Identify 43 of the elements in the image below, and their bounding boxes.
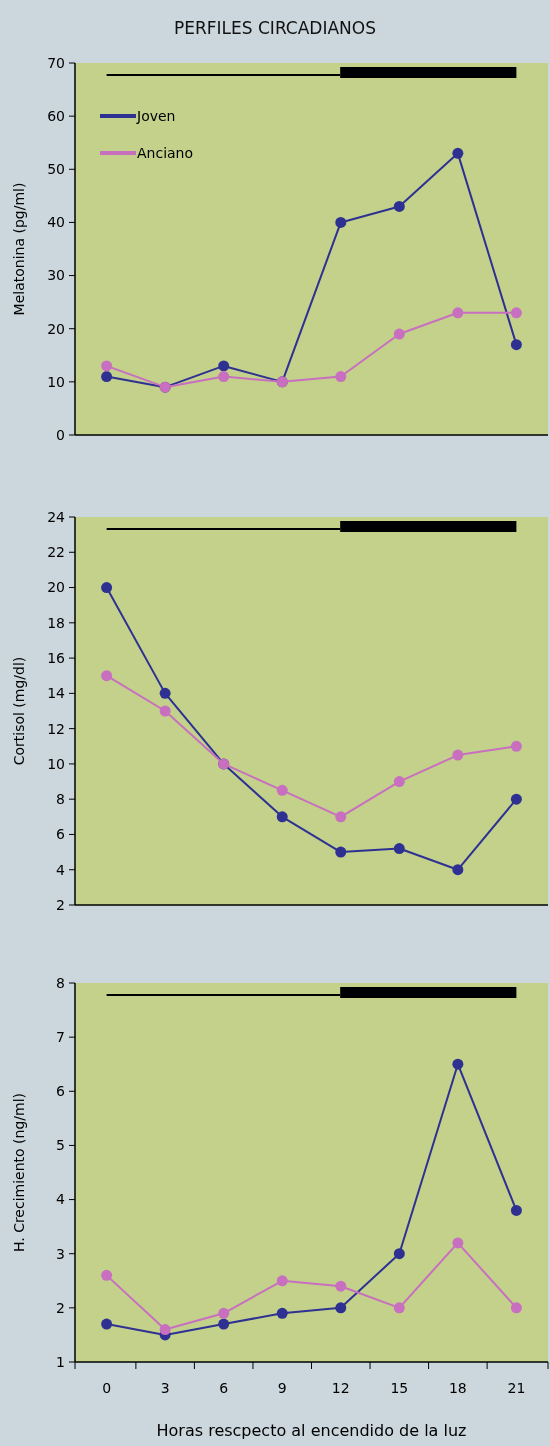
y-tick-label: 70: [47, 54, 65, 71]
y-tick-label: 20: [47, 579, 65, 596]
y-tick-label: 10: [47, 755, 65, 772]
y-tick-label: 60: [47, 108, 65, 125]
x-axis-title: Horas rescpecto al encendido de la luz: [156, 1421, 467, 1440]
y-tick-label: 1: [56, 1353, 65, 1370]
y-tick-label: 24: [47, 508, 66, 525]
y-tick-label: 40: [47, 214, 65, 231]
y-tick-label: 4: [56, 861, 66, 878]
y-tick-label: 22: [47, 544, 65, 561]
x-tick-label: 15: [390, 1380, 409, 1396]
y-tick-label: 16: [47, 649, 66, 666]
y-tick-label: 10: [47, 373, 65, 390]
x-tick-label: 9: [277, 1380, 287, 1396]
legend-label: Anciano: [137, 144, 194, 161]
x-tick-label: 6: [219, 1380, 229, 1396]
legend-label: Joven: [136, 107, 176, 124]
chart-title: PERFILES CIRCADIANOS: [174, 18, 376, 38]
y-tick-label: 2: [56, 896, 65, 913]
y-tick-label: 50: [47, 161, 65, 178]
y-tick-label: 7: [56, 1029, 65, 1046]
y-tick-label: 8: [56, 791, 65, 808]
y-tick-label: 0: [56, 426, 65, 443]
y-tick-label: 5: [56, 1137, 65, 1154]
y-tick-label: 2: [56, 1299, 65, 1316]
x-tick-label: 3: [160, 1380, 170, 1396]
x-tick-label: 12: [331, 1380, 350, 1396]
y-tick-label: 6: [56, 826, 66, 843]
y-tick-label: 20: [47, 320, 65, 337]
y-axis-title: Cortisol (mg/dl): [11, 656, 27, 766]
y-tick-label: 4: [56, 1191, 66, 1208]
y-tick-label: 12: [47, 720, 65, 737]
x-tick-label: 0: [102, 1380, 112, 1396]
y-tick-label: 18: [47, 614, 65, 631]
y-tick-label: 14: [47, 685, 66, 702]
y-tick-label: 30: [47, 267, 65, 284]
y-axis-title: Melatonina (pg/ml): [11, 182, 27, 316]
y-tick-label: 8: [56, 974, 65, 991]
y-tick-label: 3: [56, 1245, 65, 1262]
x-tick-label: 21: [507, 1380, 526, 1396]
y-tick-label: 6: [56, 1083, 66, 1100]
y-axis-title: H. Crecimiento (ng/ml): [11, 1092, 27, 1253]
x-tick-label: 18: [448, 1380, 467, 1396]
